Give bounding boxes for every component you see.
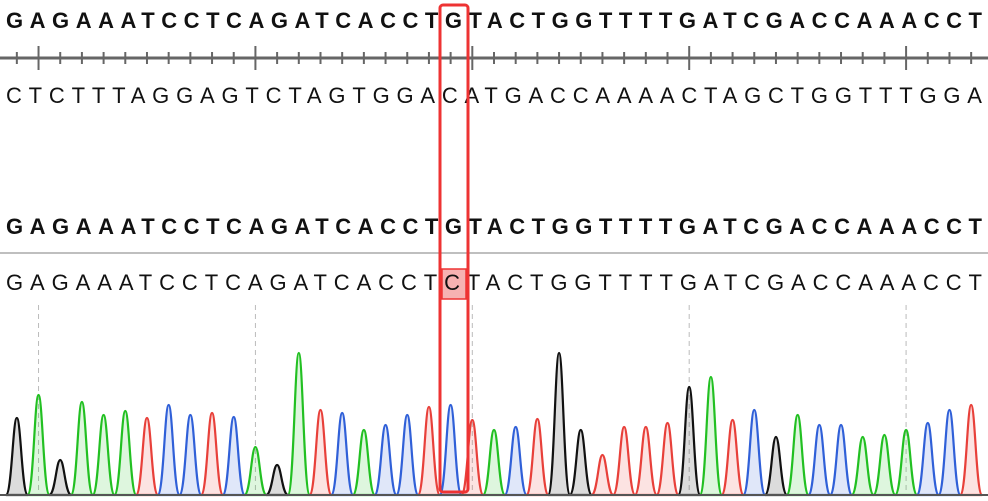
- mismatch-highlight: [441, 268, 467, 300]
- peak: [243, 445, 268, 497]
- peak: [720, 418, 745, 497]
- peak: [373, 423, 398, 497]
- peak: [590, 453, 615, 497]
- peak: [395, 413, 420, 497]
- peak: [785, 413, 810, 497]
- peak: [221, 415, 246, 497]
- peak: [568, 428, 593, 497]
- column-highlight: [438, 3, 470, 494]
- peak: [134, 416, 160, 497]
- peak: [698, 375, 723, 497]
- peak: [286, 351, 311, 497]
- peak: [156, 403, 181, 497]
- peak: [937, 408, 962, 497]
- peak: [308, 408, 333, 497]
- peak: [26, 393, 51, 497]
- peak: [265, 463, 289, 497]
- peak: [113, 409, 138, 497]
- peak: [763, 435, 789, 497]
- aligned-reference-sequence: GAGAAATCCTCAGATCACCTGTACTGGTTTTGATCGACCA…: [6, 214, 983, 239]
- peak: [481, 428, 507, 497]
- peak: [807, 423, 832, 497]
- peak: [416, 405, 442, 497]
- reference-sequence: GAGAAATCCTCAGATCACCTGTACTGGTTTTGATCGACCA…: [6, 8, 983, 33]
- peak: [894, 428, 919, 497]
- peak: [677, 385, 702, 497]
- sample-sequence: GAGAAATCCTCAGATCACCTCTACTGGTTTTGATCGACCA…: [6, 270, 982, 295]
- peak: [655, 421, 680, 497]
- peak: [546, 351, 572, 497]
- peak: [612, 425, 637, 497]
- peak: [330, 411, 355, 497]
- peak: [351, 428, 376, 497]
- peak: [742, 408, 767, 497]
- peak: [525, 417, 550, 497]
- peak: [503, 425, 528, 497]
- peak: [959, 403, 984, 497]
- peak: [438, 403, 463, 497]
- peak: [48, 458, 72, 497]
- peak: [633, 425, 658, 497]
- peak: [91, 413, 116, 497]
- peak: [4, 416, 29, 497]
- peak: [850, 435, 875, 497]
- complement-sequence: CTCTTTAGGAGTCTAGTGGACATGACCAAAACTAGCTGGT…: [6, 83, 982, 108]
- peak: [828, 423, 854, 497]
- peak: [872, 433, 897, 497]
- ruler: [0, 46, 988, 495]
- peak: [178, 413, 203, 497]
- peak: [199, 411, 225, 497]
- peak: [69, 400, 94, 497]
- peak: [915, 421, 940, 497]
